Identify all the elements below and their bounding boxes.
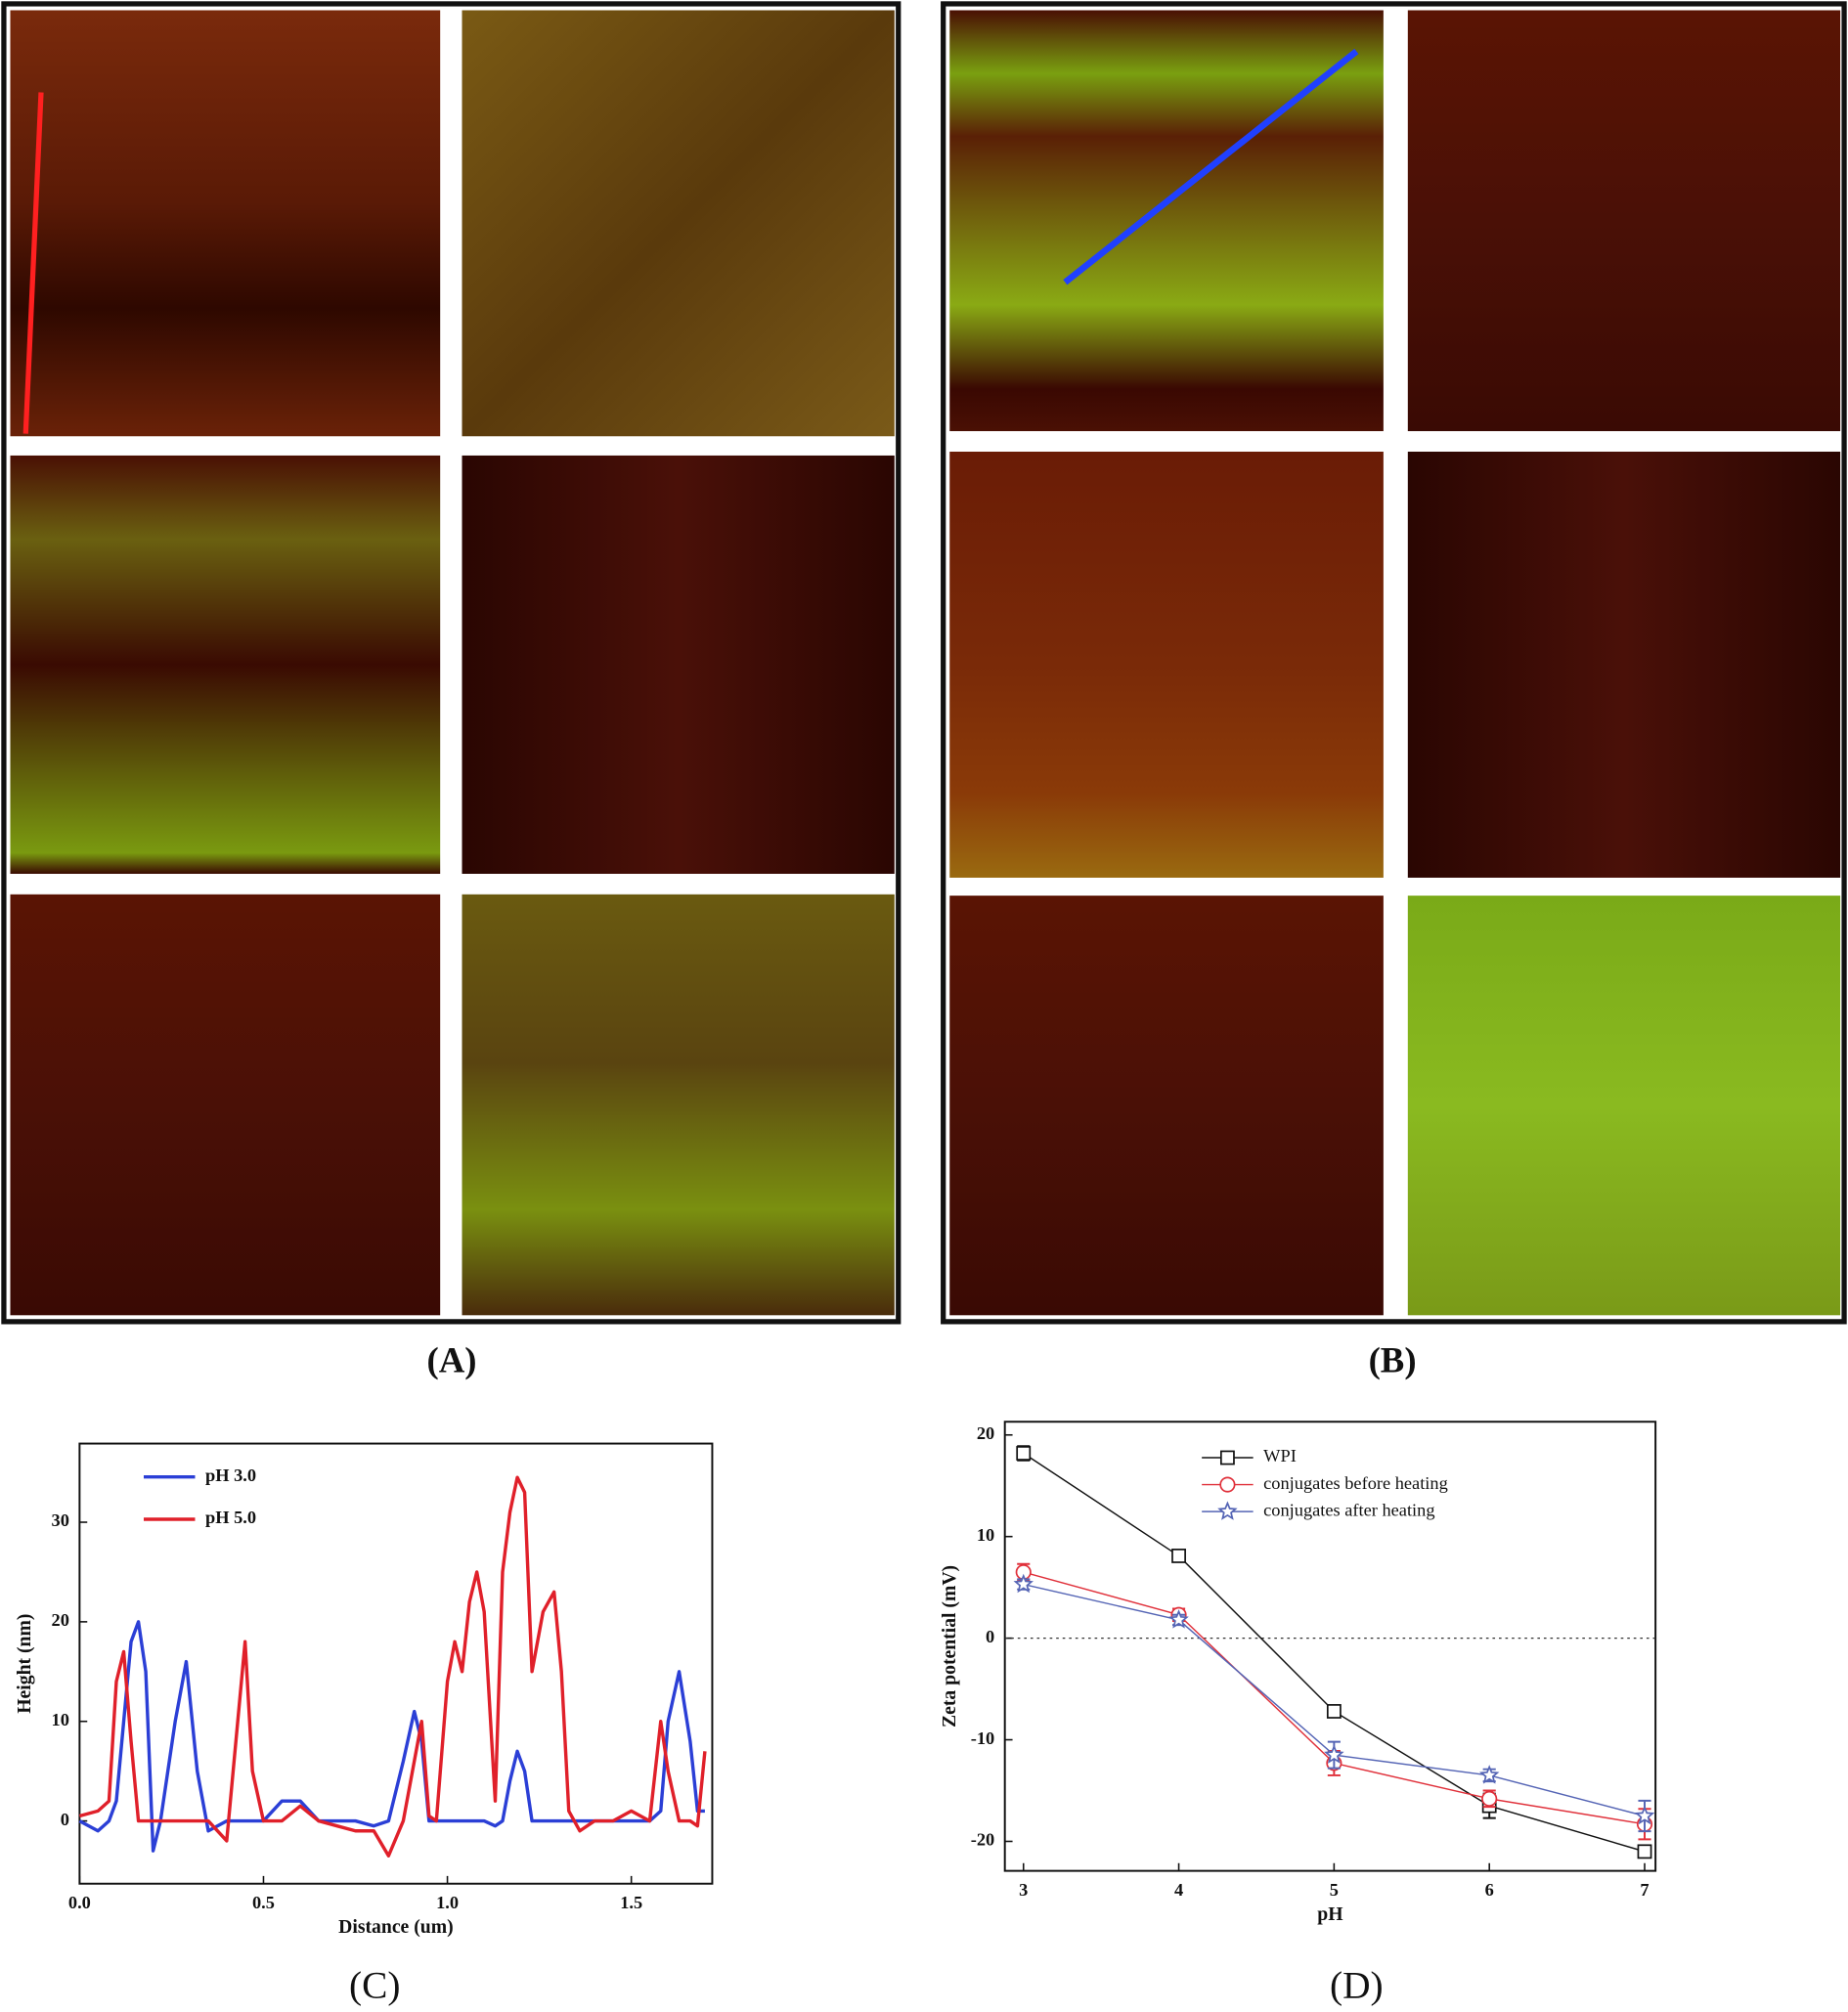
afm-image [949, 896, 1384, 1316]
plot-frame [78, 1442, 714, 1885]
y-axis-label: Height (nm) [14, 1614, 35, 1714]
y-tick-label: 10 [977, 1525, 994, 1545]
panel-label: (B) [1369, 1340, 1417, 1380]
x-axis-label: pH [1317, 1903, 1342, 1925]
plot-frame [1003, 1421, 1657, 1872]
marker [1013, 1573, 1034, 1594]
marker [1478, 1765, 1500, 1784]
marker [1637, 1844, 1652, 1859]
legend-label: pH 3.0 [205, 1465, 256, 1485]
marker [1326, 1704, 1342, 1719]
series-line [78, 1475, 707, 1858]
marker [1168, 1609, 1189, 1629]
series-line [1023, 1571, 1646, 1825]
x-tick-label: 0.5 [252, 1893, 275, 1912]
x-tick-label: 1.5 [620, 1893, 642, 1912]
afm-image [462, 10, 895, 437]
y-tick-label: 0 [986, 1627, 994, 1646]
x-axis-label: Distance (um) [338, 1916, 453, 1938]
afm-image [462, 455, 895, 874]
x-tick-label: 1.0 [436, 1893, 459, 1912]
y-tick-label: 10 [52, 1710, 69, 1729]
y-tick-label: -10 [971, 1728, 994, 1748]
legend-label: conjugates before heating [1263, 1473, 1448, 1493]
marker [1481, 1790, 1498, 1807]
panel-label: (C) [349, 1963, 400, 2006]
x-tick-label: 5 [1330, 1880, 1339, 1900]
marker [1324, 1744, 1344, 1764]
marker [1219, 1450, 1235, 1465]
marker [1219, 1476, 1236, 1493]
afm-image [949, 10, 1384, 431]
legend-label: WPI [1263, 1446, 1297, 1465]
x-tick-label: 6 [1485, 1880, 1494, 1900]
marker [1171, 1549, 1186, 1563]
x-tick-label: 0.0 [68, 1893, 91, 1912]
y-tick-label: 20 [977, 1423, 994, 1443]
afm-image [10, 10, 441, 437]
afm-image [1407, 896, 1841, 1316]
marker [1634, 1805, 1655, 1825]
afm-image [949, 452, 1384, 878]
panel-label: (A) [426, 1340, 476, 1380]
legend-label: conjugates after heating [1263, 1500, 1434, 1519]
x-tick-label: 4 [1174, 1880, 1183, 1900]
y-axis-label: Zeta potential (mV) [939, 1565, 960, 1728]
series-line [1023, 1583, 1646, 1817]
x-tick-label: 3 [1019, 1880, 1028, 1900]
marker [1016, 1446, 1032, 1461]
marker [1217, 1501, 1238, 1520]
afm-image [462, 894, 895, 1316]
x-tick-label: 7 [1640, 1880, 1649, 1900]
afm-image [10, 894, 441, 1316]
legend-label: pH 5.0 [205, 1508, 256, 1527]
profile-line [22, 92, 44, 434]
profile-line [1063, 48, 1359, 285]
series-line [78, 1620, 705, 1853]
afm-image [1407, 452, 1841, 878]
afm-image [1407, 10, 1841, 431]
panel-label: (D) [1330, 1963, 1384, 2006]
afm-image [10, 455, 441, 874]
y-tick-label: 30 [52, 1510, 69, 1530]
y-tick-label: 0 [61, 1810, 69, 1829]
y-tick-label: 20 [52, 1610, 69, 1630]
y-tick-label: -20 [971, 1830, 994, 1850]
